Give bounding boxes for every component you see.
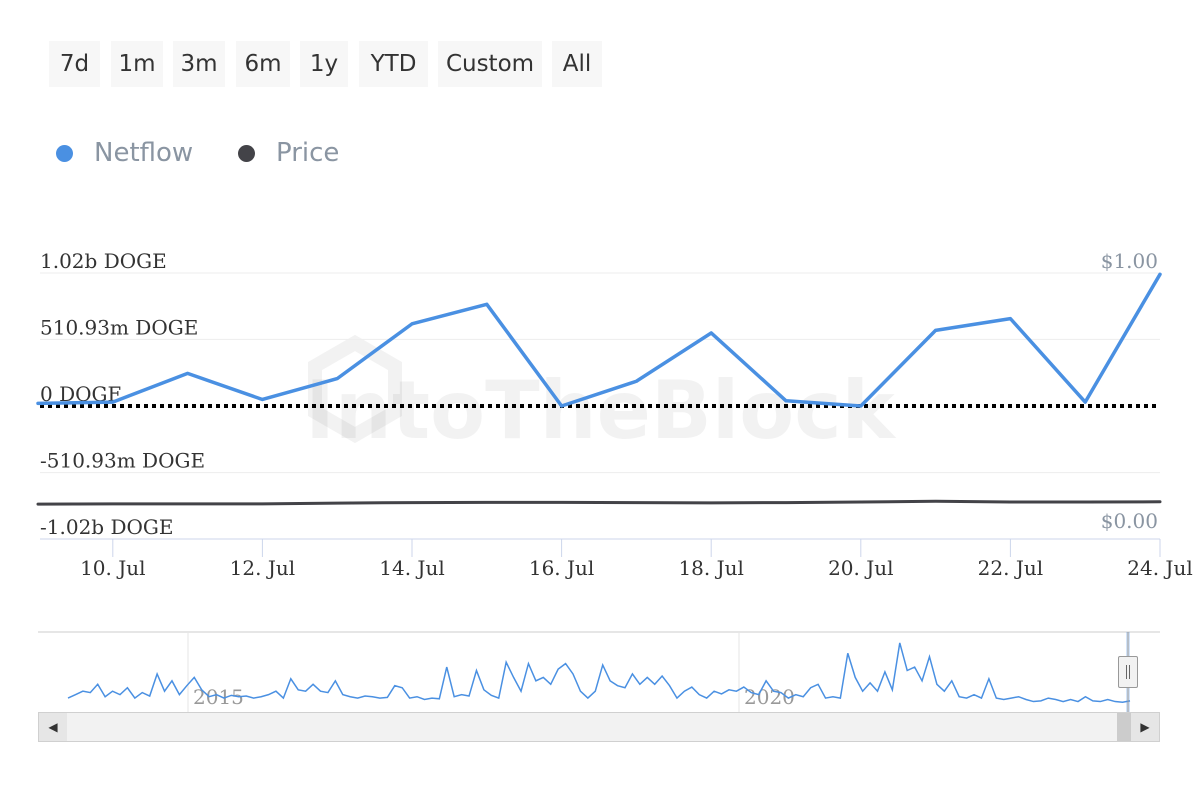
legend-label-price: Price <box>276 138 340 168</box>
watermark-text: IntoTheBlock <box>305 364 896 457</box>
watermark-logo-icon <box>308 334 402 444</box>
series-line-price <box>36 499 1162 506</box>
price-legend-dot <box>238 144 255 162</box>
range-button-7d[interactable]: 7d <box>49 41 100 87</box>
y-axis-label: 510.93m DOGE <box>40 315 198 339</box>
range-button-ytd[interactable]: YTD <box>359 41 428 87</box>
y-axis-label: -510.93m DOGE <box>40 449 205 473</box>
x-axis-label: 10. Jul <box>80 556 145 580</box>
navigator-handle[interactable] <box>1118 656 1138 688</box>
legend-label-netflow: Netflow <box>94 138 194 168</box>
range-button-custom[interactable]: Custom <box>438 41 542 87</box>
legend-item-netflow[interactable]: Netflow <box>56 138 193 168</box>
scroll-right-arrow-icon[interactable]: ▶ <box>1131 713 1159 741</box>
series-line-netflow <box>36 272 1162 408</box>
x-axis-label: 12. Jul <box>230 556 295 580</box>
x-axis-label: 18. Jul <box>678 556 743 580</box>
x-axis-label: 24. Jul <box>1127 556 1192 580</box>
x-axis-label: 20. Jul <box>828 556 893 580</box>
range-button-3m[interactable]: 3m <box>173 41 225 87</box>
y-axis-label: -1.02b DOGE <box>40 515 173 539</box>
y-axis-right-label: $0.00 <box>1101 509 1158 533</box>
x-axis-label: 22. Jul <box>978 556 1043 580</box>
netflow-legend-dot <box>56 144 73 162</box>
navigator-series-line <box>67 642 1131 703</box>
y-axis-right-label: $1.00 <box>1101 249 1158 273</box>
range-button-6m[interactable]: 6m <box>236 41 290 87</box>
y-axis-label: 1.02b DOGE <box>40 249 167 273</box>
navigator-scrollbar[interactable]: ◀ ▶ <box>38 712 1160 742</box>
range-button-1m[interactable]: 1m <box>111 41 163 87</box>
range-button-1y[interactable]: 1y <box>300 41 348 87</box>
scrollbar-thumb[interactable] <box>1117 713 1131 741</box>
x-axis-label: 16. Jul <box>529 556 594 580</box>
legend-item-price[interactable]: Price <box>238 138 339 168</box>
range-button-all[interactable]: All <box>552 41 602 87</box>
scroll-left-arrow-icon[interactable]: ◀ <box>39 713 67 741</box>
x-axis-label: 14. Jul <box>379 556 444 580</box>
